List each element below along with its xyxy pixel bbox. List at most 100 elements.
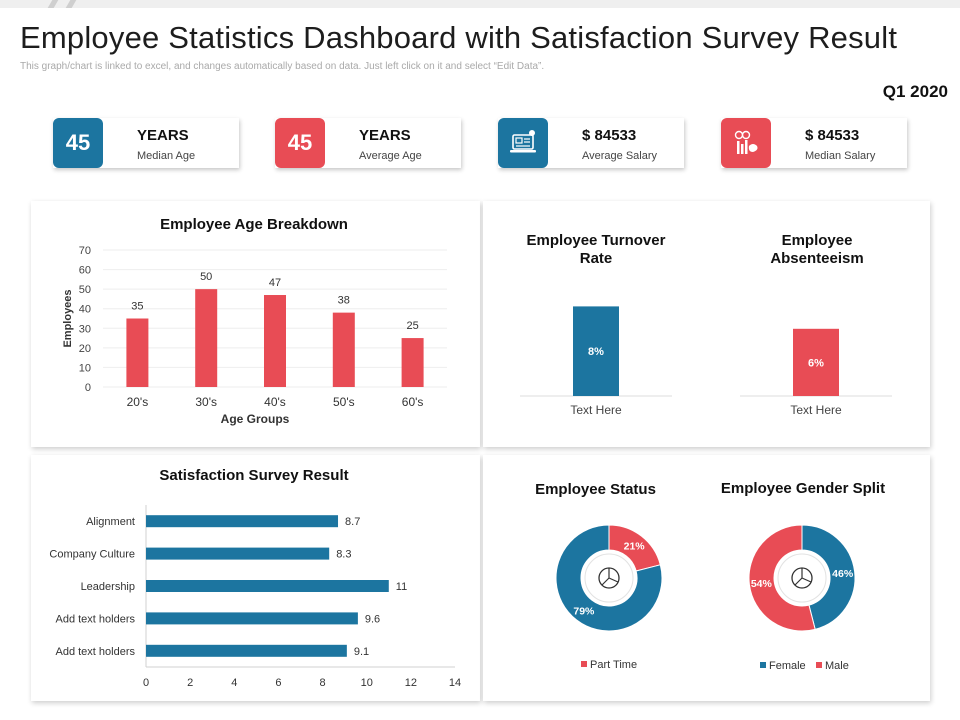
survey-bar <box>146 515 339 528</box>
bar-value-label: 8.7 <box>345 516 360 528</box>
x-tick-label: 50's <box>333 395 355 409</box>
kpi-label: Median Age <box>137 150 196 162</box>
dashboard-laptop-icon <box>498 118 548 168</box>
panel-age-breakdown: Employee Age Breakdown 0 10 20 30 40 50 60 70 35… <box>31 201 480 447</box>
category-label: Add text holders <box>56 613 136 625</box>
kpi-value: $ 84533 <box>805 127 860 144</box>
category-label: Leadership <box>81 581 135 593</box>
slice-label: 54% <box>751 578 773 590</box>
bar-value-label: 8.3 <box>336 549 351 561</box>
turnover-absenteeism-charts: 8% Text Here 6% Text Here <box>520 306 892 417</box>
age-bar <box>264 295 286 387</box>
y-tick-label: 70 <box>79 245 91 257</box>
slice-label: 46% <box>832 568 854 580</box>
legend-swatch <box>816 662 822 668</box>
legend-swatch <box>581 661 587 667</box>
panel-status-gender: Employee Status Employee Gender Split 21… <box>483 455 930 701</box>
survey-bar <box>146 612 358 625</box>
survey-bar <box>146 547 330 560</box>
kpi-card-median-salary: $ 84533 Median Salary <box>721 118 907 168</box>
age-bar <box>195 289 218 387</box>
kpi-label: Average Salary <box>582 150 658 162</box>
y-tick-label: 0 <box>85 382 91 394</box>
top-bar <box>0 0 960 8</box>
survey-bar <box>146 580 389 592</box>
kpi-badge: 45 <box>275 118 325 168</box>
legend-swatch <box>760 662 766 668</box>
legend-label: Part Time <box>590 659 637 671</box>
bar-value-label: 35 <box>131 301 143 313</box>
x-tick-label: 12 <box>405 677 417 689</box>
pie-glyph-icon <box>601 568 619 586</box>
pie-slice <box>555 524 663 632</box>
kpi-card-average-age: 45 YEARS Average Age <box>275 118 461 168</box>
legend-label: Female <box>769 660 806 672</box>
bar-value-label: 47 <box>269 277 281 289</box>
slice-label: 21% <box>624 541 646 553</box>
metric-bar <box>793 328 839 396</box>
age-bar <box>126 318 149 387</box>
category-label: Company Culture <box>49 549 135 561</box>
x-tick-label: 0 <box>143 677 149 689</box>
x-tick-label: 30's <box>195 395 217 409</box>
y-tick-label: 50 <box>79 284 91 296</box>
pie-slice <box>748 524 816 632</box>
age-bar <box>401 338 424 387</box>
kpi-badge: 45 <box>53 118 103 168</box>
kpi-value: YEARS <box>137 127 189 144</box>
bar-value-label: 11 <box>396 581 407 593</box>
bar-value-label: 50 <box>200 271 212 283</box>
age-bar-chart: 0 10 20 30 40 50 60 70 35 20's 50 30's 47 40's 38 50's 2… <box>62 245 447 426</box>
kpi-card-average-salary: $ 84533 Average Salary <box>498 118 684 168</box>
chart-title: Employee Gender Split <box>720 480 886 497</box>
y-tick-label: 40 <box>79 304 91 316</box>
chart-title: Employee Turnover Rate <box>526 232 666 267</box>
top-bar-slash <box>65 0 77 8</box>
x-tick-label: 40's <box>264 395 286 409</box>
x-tick-label: 14 <box>449 677 461 689</box>
pie-slice <box>801 524 856 630</box>
chart-title: Employee Absenteeism <box>770 232 864 267</box>
metric-bar <box>573 306 619 396</box>
y-axis-label: Employees <box>62 289 74 347</box>
page-subtitle: This graph/chart is linked to excel, and… <box>20 61 545 72</box>
bar-value-label: 38 <box>338 295 350 307</box>
page-title: Employee Statistics Dashboard with Satis… <box>20 20 898 55</box>
x-tick-label: 6 <box>275 677 281 689</box>
kpi-value: $ 84533 <box>582 127 637 144</box>
panel-satisfaction-survey: Satisfaction Survey Result 0 2 4 6 8 10 12 14 8.… <box>31 455 480 701</box>
bar-value-label: 6% <box>808 357 824 369</box>
kpi-label: Median Salary <box>805 150 876 162</box>
age-bar <box>332 312 355 387</box>
x-tick-label: 8 <box>320 677 326 689</box>
chart-title: Employee Age Breakdown <box>160 216 348 233</box>
bar-value-label: 8% <box>588 346 604 358</box>
top-bar-slash <box>47 0 59 8</box>
money-bag-icon <box>721 118 771 168</box>
survey-bar <box>146 644 347 657</box>
legend-label: Male <box>825 660 849 672</box>
survey-bar-chart: 0 2 4 6 8 10 12 14 8.7 Alignment 8.3 Company Cultur… <box>49 505 461 689</box>
period-label: Q1 2020 <box>882 82 948 101</box>
y-tick-label: 30 <box>79 323 91 335</box>
kpi-card-median-age: 45 YEARS Median Age <box>53 118 239 168</box>
bar-value-label: 25 <box>406 320 418 332</box>
kpi-label: Average Age <box>359 150 422 162</box>
pie-glyph-icon <box>794 568 812 586</box>
kpi-value: YEARS <box>359 127 411 144</box>
donut-charts: 21% 79% 46% 54% Part Time Female Male <box>555 524 856 672</box>
x-tick-label: Text Here <box>790 403 842 417</box>
bar-value-label: 9.6 <box>365 613 380 625</box>
x-tick-label: 20's <box>127 395 149 409</box>
x-axis-label: Age Groups <box>221 412 290 426</box>
panel-turnover-absenteeism: Employee Turnover Rate Employee Absentee… <box>483 201 930 447</box>
x-tick-label: 10 <box>361 677 373 689</box>
x-tick-label: 2 <box>187 677 193 689</box>
y-tick-label: 60 <box>79 265 91 277</box>
category-label: Alignment <box>86 516 135 528</box>
category-label: Add text holders <box>56 646 136 658</box>
chart-title: Employee Status <box>535 481 656 498</box>
x-tick-label: 4 <box>231 677 237 689</box>
chart-title: Satisfaction Survey Result <box>159 467 349 484</box>
y-tick-label: 20 <box>79 343 91 355</box>
